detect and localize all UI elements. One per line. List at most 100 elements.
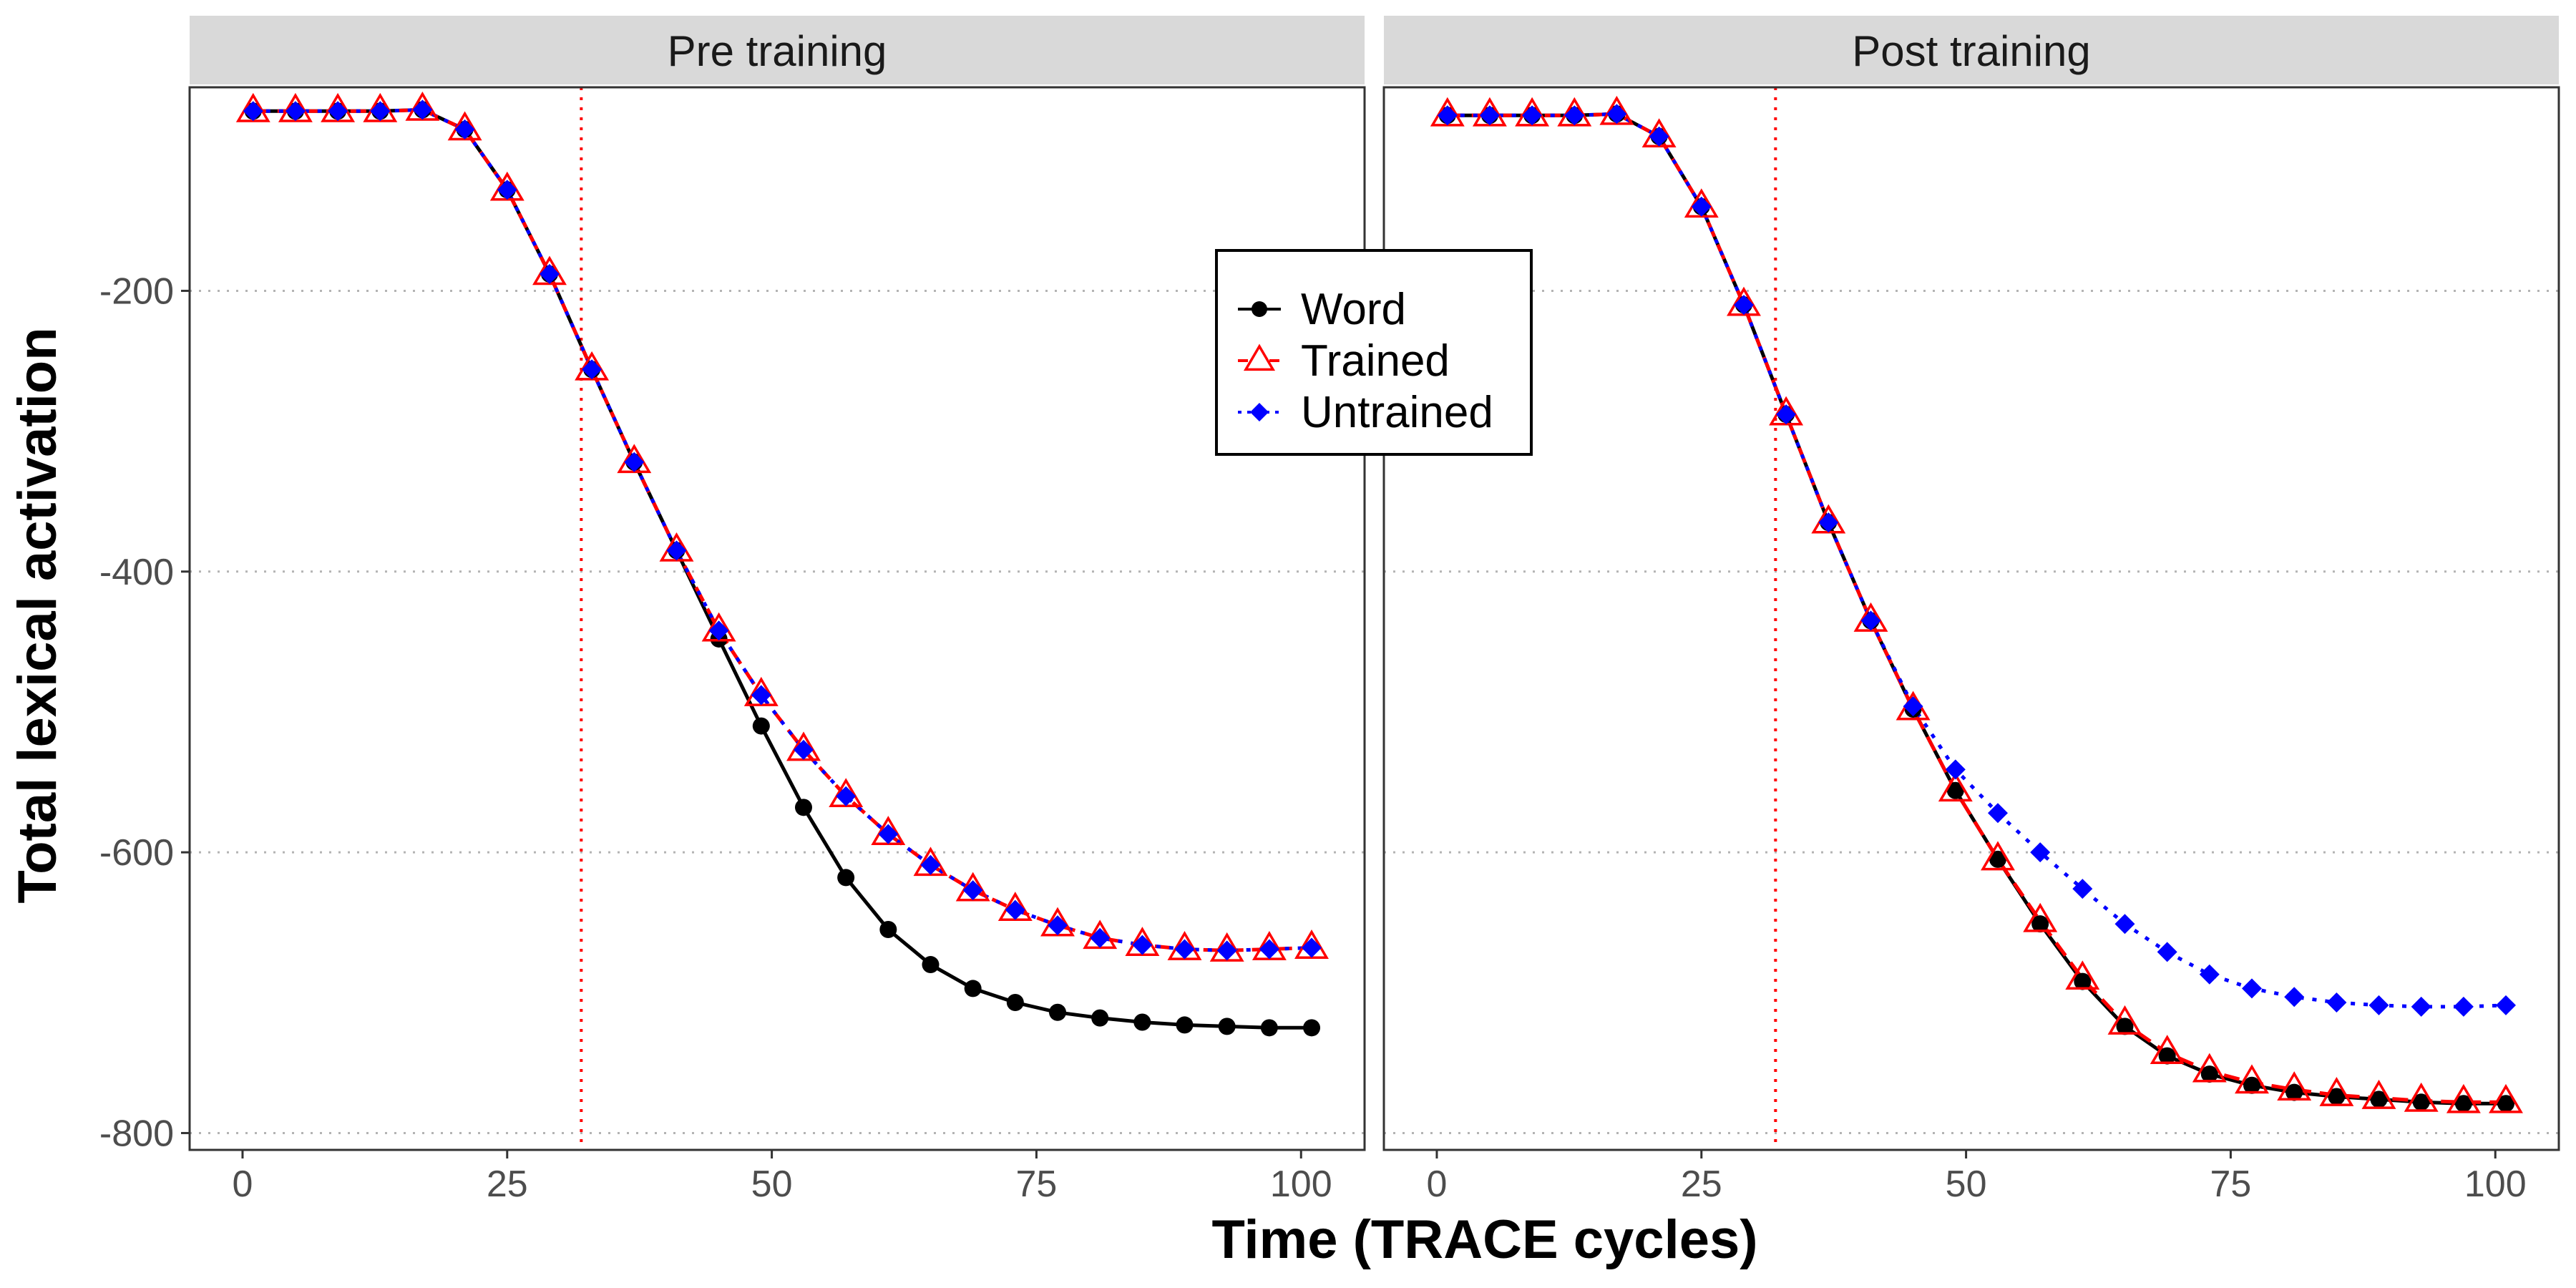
point-untrained bbox=[1649, 126, 1669, 147]
point-untrained bbox=[2157, 942, 2177, 962]
point-trained bbox=[2446, 1083, 2481, 1113]
x-tick-label: 75 bbox=[1016, 1163, 1058, 1205]
point-word bbox=[1091, 1009, 1109, 1027]
point-word bbox=[752, 717, 770, 735]
x-axis-title: Time (TRACE cycles) bbox=[1211, 1209, 1757, 1270]
point-untrained bbox=[1606, 104, 1627, 125]
point-untrained bbox=[1090, 927, 1111, 948]
point-trained bbox=[2235, 1064, 2269, 1094]
point-untrained bbox=[1522, 105, 1543, 126]
point-word bbox=[2243, 1076, 2261, 1094]
point-word bbox=[1006, 994, 1024, 1012]
point-word bbox=[2285, 1083, 2303, 1101]
point-trained bbox=[2319, 1077, 2354, 1106]
facet-title: Pre training bbox=[668, 27, 887, 75]
point-untrained bbox=[1005, 899, 1025, 920]
legend-label: Word bbox=[1301, 285, 1406, 334]
point-untrained bbox=[1479, 105, 1500, 126]
point-untrained bbox=[666, 540, 687, 561]
y-tick-label: -600 bbox=[99, 832, 174, 874]
point-word bbox=[922, 956, 940, 974]
y-tick-label: -800 bbox=[99, 1113, 174, 1154]
x-tick-label: 0 bbox=[233, 1163, 253, 1205]
point-trained bbox=[2404, 1082, 2439, 1112]
point-untrained bbox=[708, 620, 729, 641]
panel-post-training: Post training 0 25 50 75 100 bbox=[1382, 16, 2560, 1205]
point-untrained bbox=[497, 180, 517, 200]
x-tick-label: 0 bbox=[1427, 1163, 1448, 1205]
y-axis-title: Total lexical activation bbox=[7, 327, 68, 903]
panels: Pre training 0 25 50 75 100 -800 -600 -400 -200 Po… bbox=[99, 16, 2560, 1205]
point-untrained bbox=[243, 101, 263, 122]
x-tick-label: 100 bbox=[1270, 1163, 1332, 1205]
x-tick-label: 25 bbox=[487, 1163, 528, 1205]
point-word bbox=[879, 921, 897, 939]
point-word bbox=[1049, 1003, 1067, 1021]
point-word bbox=[2031, 915, 2049, 933]
point-untrained bbox=[624, 452, 645, 472]
point-untrained bbox=[1437, 105, 1458, 126]
point-untrained bbox=[1132, 935, 1153, 955]
point-untrained bbox=[1988, 803, 2008, 824]
facet-title: Post training bbox=[1852, 27, 2091, 75]
point-untrained bbox=[370, 101, 391, 122]
point-word bbox=[2158, 1047, 2176, 1065]
panel-pre-training: Pre training 0 25 50 75 100 -800 -600 -400 -200 bbox=[99, 16, 1366, 1205]
point-word bbox=[837, 869, 855, 887]
facet-strip bbox=[1384, 16, 2559, 84]
x-tick-label: 25 bbox=[1681, 1163, 1722, 1205]
point-untrained bbox=[2453, 996, 2474, 1017]
point-word bbox=[1218, 1018, 1236, 1035]
point-untrained bbox=[2411, 996, 2431, 1017]
point-untrained bbox=[836, 786, 857, 806]
point-untrained bbox=[2030, 842, 2051, 863]
point-untrained bbox=[2284, 987, 2305, 1008]
point-trained bbox=[2361, 1079, 2396, 1109]
point-untrained bbox=[2326, 992, 2347, 1013]
point-word bbox=[1989, 850, 2006, 868]
point-untrained bbox=[1776, 404, 1797, 425]
legend-box bbox=[1215, 249, 1533, 456]
point-untrained bbox=[1302, 937, 1322, 958]
point-word bbox=[2200, 1065, 2218, 1083]
x-tick-label: 75 bbox=[2210, 1163, 2252, 1205]
point-word bbox=[1946, 781, 1964, 799]
legend-key-marker bbox=[1243, 343, 1276, 371]
point-untrained bbox=[582, 359, 602, 380]
point-word bbox=[2116, 1018, 2134, 1035]
point-word bbox=[2412, 1093, 2430, 1111]
point-untrained bbox=[1945, 759, 1966, 780]
point-word bbox=[1303, 1019, 1321, 1037]
point-word bbox=[1260, 1019, 1278, 1037]
legend-label: Untrained bbox=[1301, 388, 1493, 437]
point-word bbox=[2328, 1088, 2346, 1106]
point-untrained bbox=[1216, 940, 1237, 961]
point-untrained bbox=[878, 824, 899, 844]
point-untrained bbox=[285, 101, 306, 122]
point-untrained bbox=[412, 99, 433, 120]
panel-border bbox=[1382, 86, 2560, 1151]
y-tick-label: -400 bbox=[99, 552, 174, 593]
legend-label: Trained bbox=[1301, 336, 1450, 386]
point-untrained bbox=[328, 101, 348, 122]
point-untrained bbox=[962, 880, 983, 901]
point-word bbox=[2454, 1095, 2472, 1113]
point-trained bbox=[2192, 1053, 2227, 1083]
point-untrained bbox=[2368, 995, 2389, 1015]
point-trained bbox=[2150, 1035, 2185, 1065]
point-untrained bbox=[2496, 995, 2516, 1015]
point-untrained bbox=[1048, 915, 1068, 936]
point-word bbox=[2074, 972, 2092, 990]
series-line-untrained bbox=[253, 107, 1312, 952]
point-untrained bbox=[794, 739, 814, 760]
point-untrained bbox=[2199, 964, 2220, 985]
point-word bbox=[2370, 1091, 2388, 1108]
point-word bbox=[794, 799, 812, 816]
point-untrained bbox=[2072, 879, 2093, 899]
point-untrained bbox=[540, 263, 560, 284]
legend-key-marker bbox=[1250, 403, 1269, 421]
point-untrained bbox=[1174, 939, 1195, 960]
